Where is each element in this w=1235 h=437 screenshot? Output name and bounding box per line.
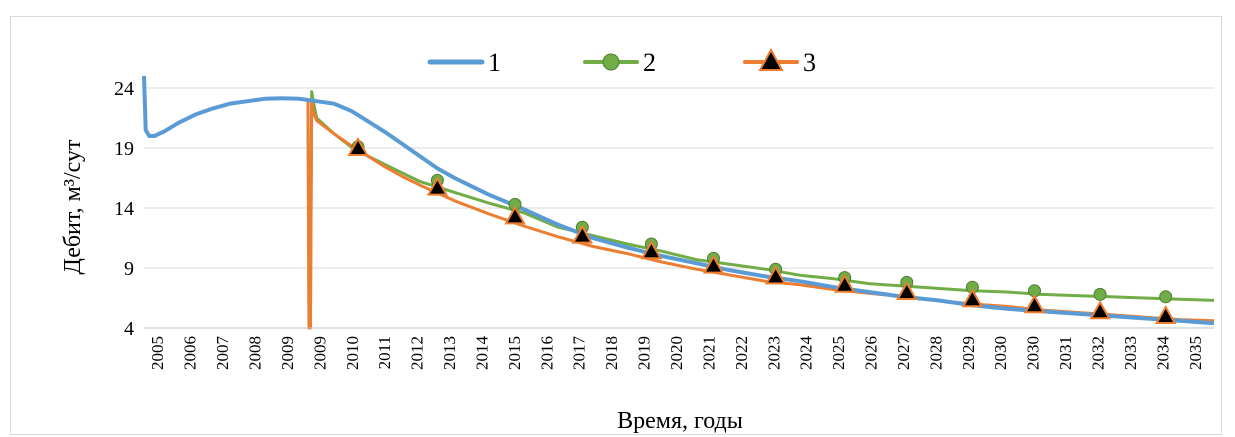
x-tick-label: 2026 [862,336,881,370]
x-tick-label: 2014 [472,336,491,371]
legend-label-2: 2 [643,48,656,77]
x-tick-label: 2017 [570,336,589,371]
x-tick-label: 2005 [148,336,167,370]
x-tick-label: 2020 [667,336,686,370]
x-tick-label: 2013 [440,336,459,370]
x-tick-label: 2033 [1121,336,1140,370]
data-point-series-3 [504,205,526,225]
series-line-2 [142,75,1215,330]
y-tick-label: 4 [124,318,134,340]
data-point-series-3 [1089,300,1111,320]
legend-label-1: 1 [488,48,501,77]
data-point-series-2 [1093,287,1107,301]
data-point-series-3 [961,288,984,308]
x-tick-label: 2016 [537,336,556,370]
y-axis-label: Дебит, м³/сут [60,139,86,274]
axes: 4 9 14 19 24 2005 2006 2007 2008 2009 2009 2010 2011… [114,78,1214,370]
x-tick-label: 2019 [635,336,654,370]
x-tick-label: 2030 [991,336,1010,370]
y-tick-label: 19 [114,138,134,160]
x-tick-label: 2010 [343,336,362,370]
data-point-series-3 [347,136,369,156]
x-tick-label: 2025 [829,336,848,370]
legend-marker-2 [602,53,620,71]
data-point-series-3 [1023,294,1046,314]
x-tick-label: 2031 [1056,336,1075,370]
x-tick-label: 2032 [1089,336,1108,370]
y-tick-label: 14 [114,198,134,220]
chart-frame [10,16,1222,435]
x-tick-label: 2029 [959,336,978,370]
x-tick-label: 2012 [408,336,427,370]
legend-label-3: 3 [803,48,816,77]
x-tick-label: 2024 [797,336,816,371]
x-tick-label: 2009 [310,336,329,370]
x-tick-label: 2028 [926,336,945,370]
x-tick-label: 2018 [602,336,621,370]
x-tick-label: 2035 [1186,336,1205,370]
x-tick-label: 2022 [732,336,751,370]
x-tick-label: 2021 [699,336,718,370]
x-axis-label: Время, годы [617,408,743,434]
gridlines [144,87,1214,329]
x-tick-label: 2011 [375,336,394,369]
y-tick-label: 24 [114,78,134,100]
legend-marker-3 [758,47,784,71]
y-tick-label: 9 [124,258,134,280]
series-line-1 [142,75,1215,326]
x-tick-label: 2008 [245,336,264,370]
data-point-series-3 [896,280,918,300]
x-tick-label: 2015 [505,336,524,370]
x-tick-label: 2027 [894,336,913,371]
data-point-series-3 [764,265,787,285]
x-tick-label: 2009 [278,336,297,370]
x-tick-label: 2030 [1024,336,1043,370]
data-point-series-2 [1159,290,1173,304]
data-point-series-3 [702,254,725,274]
legend: 1 2 3 [427,47,816,77]
x-tick-label: 2007 [213,336,232,371]
series-line-3 [142,75,1215,330]
data-point-series-3 [1154,304,1177,324]
series-layer [142,75,1215,330]
x-tick-label: 2023 [764,336,783,370]
data-point-series-3 [426,176,449,196]
data-point-series-3 [640,240,663,260]
data-point-series-3 [571,224,594,244]
x-tick-label: 2006 [181,336,200,370]
x-tick-label: 2034 [1153,336,1172,371]
data-point-series-3 [833,273,856,293]
